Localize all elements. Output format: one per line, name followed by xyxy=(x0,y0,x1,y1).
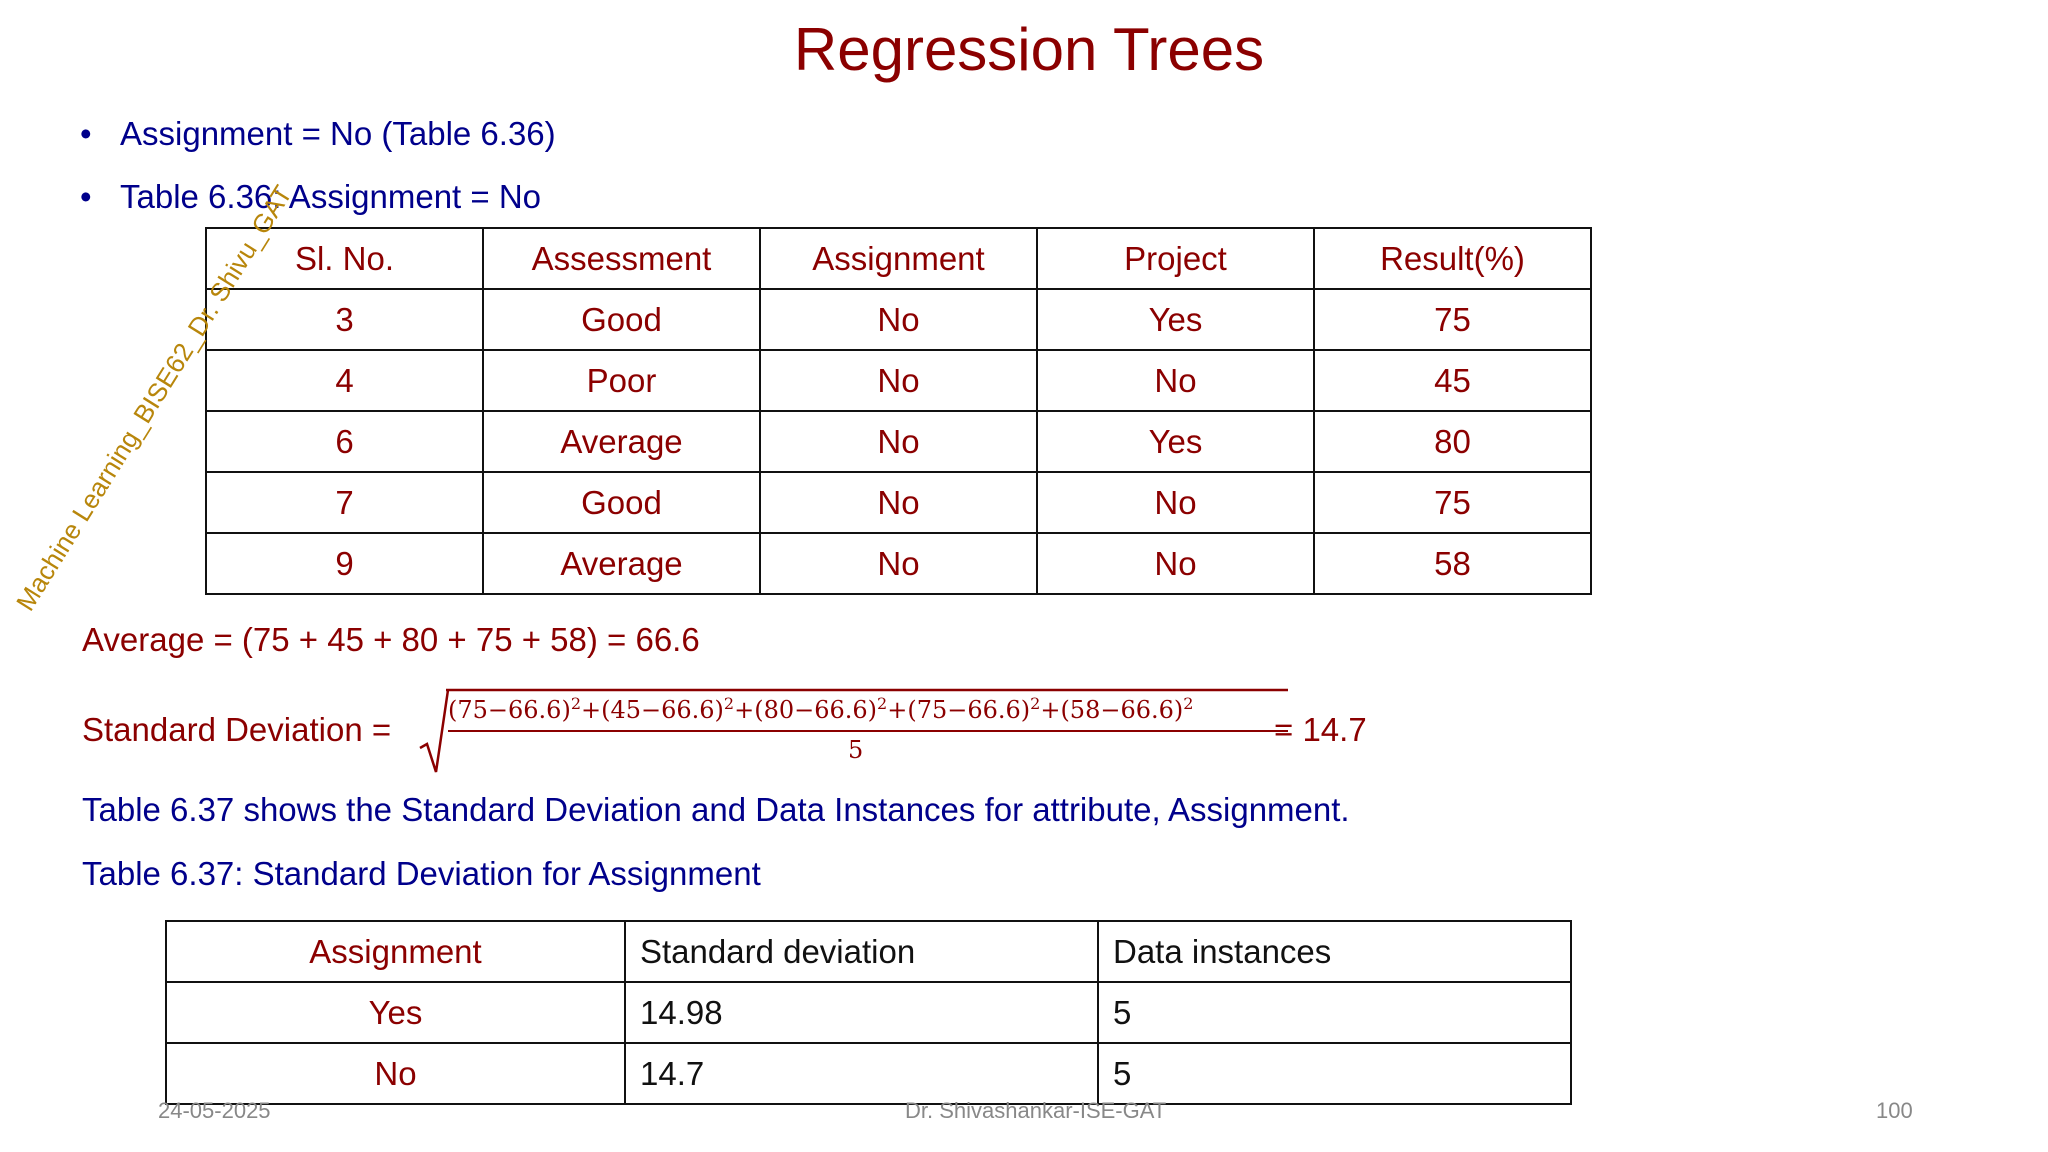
table-header-row: Sl. No. Assessment Assignment Project Re… xyxy=(205,227,1592,290)
formula-term: (80−66.6) xyxy=(754,696,878,724)
formula-plus: + xyxy=(581,696,602,724)
formula-exponent: 2 xyxy=(1030,694,1041,713)
formula-numerator: (75−66.6)2+(45−66.6)2+(80−66.6)2+(75−66.… xyxy=(448,694,1193,724)
formula-exponent: 2 xyxy=(1183,694,1194,713)
header-cell: Data instances xyxy=(1097,920,1572,983)
header-cell: Standard deviation xyxy=(624,920,1099,983)
table-cell: 45 xyxy=(1313,349,1592,412)
bullet-item: • Table 6.36: Assignment = No xyxy=(80,177,541,217)
table-cell: Average xyxy=(482,532,761,595)
formula-term: (45−66.6) xyxy=(601,696,724,724)
table-6-37: Assignment Standard deviation Data insta… xyxy=(165,920,1572,1105)
table-cell: No xyxy=(1036,532,1315,595)
header-cell: Assessment xyxy=(482,227,761,290)
formula-plus: + xyxy=(734,696,755,724)
fraction-bar xyxy=(448,730,1288,732)
table-cell: 75 xyxy=(1313,288,1592,351)
table-6-36: Sl. No. Assessment Assignment Project Re… xyxy=(205,227,1592,595)
table-row: 3 Good No Yes 75 xyxy=(205,288,1592,351)
table-cell: 5 xyxy=(1097,981,1572,1044)
table-cell: 9 xyxy=(205,532,484,595)
std-dev-label: Standard Deviation = xyxy=(82,711,392,748)
formula-exponent: 2 xyxy=(570,694,581,713)
header-cell: Assignment xyxy=(165,920,626,983)
table-cell: Yes xyxy=(165,981,626,1044)
header-cell: Result(%) xyxy=(1313,227,1592,290)
table-cell: No xyxy=(759,532,1038,595)
table-cell: No xyxy=(759,288,1038,351)
footer-date: 24-05-2025 xyxy=(158,1098,271,1123)
table-cell: Good xyxy=(482,471,761,534)
table-cell: No xyxy=(1036,471,1315,534)
table-cell: 58 xyxy=(1313,532,1592,595)
table-cell: 6 xyxy=(205,410,484,473)
table-row: No 14.7 5 xyxy=(165,1042,1572,1105)
formula-term: (58−66.6) xyxy=(1060,696,1184,724)
table-cell: Average xyxy=(482,410,761,473)
table-cell: 80 xyxy=(1313,410,1592,473)
table-cell: No xyxy=(759,471,1038,534)
table-row: 4 Poor No No 45 xyxy=(205,349,1592,412)
table-cell: Yes xyxy=(1036,288,1315,351)
footer-page-number: 100 xyxy=(1876,1098,1913,1123)
table-cell: 7 xyxy=(205,471,484,534)
formula-plus: + xyxy=(887,696,908,724)
square-root-icon xyxy=(419,689,450,773)
table-cell: 75 xyxy=(1313,471,1592,534)
bullet-dot-icon: • xyxy=(80,178,92,215)
table-cell: No xyxy=(759,349,1038,412)
footer-author: Dr. Shivashankar-ISE-GAT xyxy=(905,1098,1167,1123)
formula-exponent: 2 xyxy=(723,694,735,713)
formula-exponent: 2 xyxy=(877,694,888,713)
table-cell: 14.98 xyxy=(624,981,1099,1044)
formula-term: (75−66.6) xyxy=(448,696,571,724)
slide-title: Regression Trees xyxy=(793,16,1265,83)
table-cell: Yes xyxy=(1036,410,1315,473)
table-cell: 5 xyxy=(1097,1042,1572,1105)
table-6-37-description: Table 6.37 shows the Standard Deviation … xyxy=(82,791,1350,828)
header-cell: Project xyxy=(1036,227,1315,290)
table-row: 9 Average No No 58 xyxy=(205,532,1592,595)
table-cell: Poor xyxy=(482,349,761,412)
radical-overline xyxy=(446,688,1288,692)
table-cell: 4 xyxy=(205,349,484,412)
table-cell: 3 xyxy=(205,288,484,351)
table-row: Yes 14.98 5 xyxy=(165,981,1572,1044)
table-6-37-caption: Table 6.37: Standard Deviation for Assig… xyxy=(82,855,761,892)
bullet-text: Assignment = No (Table 6.36) xyxy=(120,115,556,152)
average-formula: Average = (75 + 45 + 80 + 75 + 58) = 66.… xyxy=(82,621,700,658)
header-cell: Assignment xyxy=(759,227,1038,290)
std-dev-formula: (75−66.6)2+(45−66.6)2+(80−66.6)2+(75−66.… xyxy=(418,688,1368,778)
formula-denominator: 5 xyxy=(848,736,864,764)
formula-plus: + xyxy=(1040,696,1061,724)
formula-term: (75−66.6) xyxy=(907,696,1031,724)
table-cell: No xyxy=(1036,349,1315,412)
table-row: 6 Average No Yes 80 xyxy=(205,410,1592,473)
table-cell: No xyxy=(165,1042,626,1105)
table-cell: Good xyxy=(482,288,761,351)
std-dev-result: = 14.7 xyxy=(1274,711,1367,748)
table-cell: No xyxy=(759,410,1038,473)
bullet-dot-icon: • xyxy=(80,115,92,152)
table-row: 7 Good No No 75 xyxy=(205,471,1592,534)
bullet-item: • Assignment = No (Table 6.36) xyxy=(80,114,556,154)
table-cell: 14.7 xyxy=(624,1042,1099,1105)
table-header-row: Assignment Standard deviation Data insta… xyxy=(165,920,1572,983)
bullet-text: Table 6.36: Assignment = No xyxy=(120,178,542,215)
header-cell: Sl. No. xyxy=(205,227,484,290)
